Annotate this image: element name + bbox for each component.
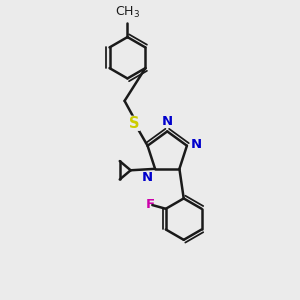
Text: N: N bbox=[162, 115, 173, 128]
Text: F: F bbox=[146, 198, 154, 211]
Text: N: N bbox=[191, 138, 202, 151]
Text: S: S bbox=[129, 116, 140, 131]
Text: CH$_3$: CH$_3$ bbox=[115, 5, 140, 20]
Text: N: N bbox=[142, 171, 153, 184]
